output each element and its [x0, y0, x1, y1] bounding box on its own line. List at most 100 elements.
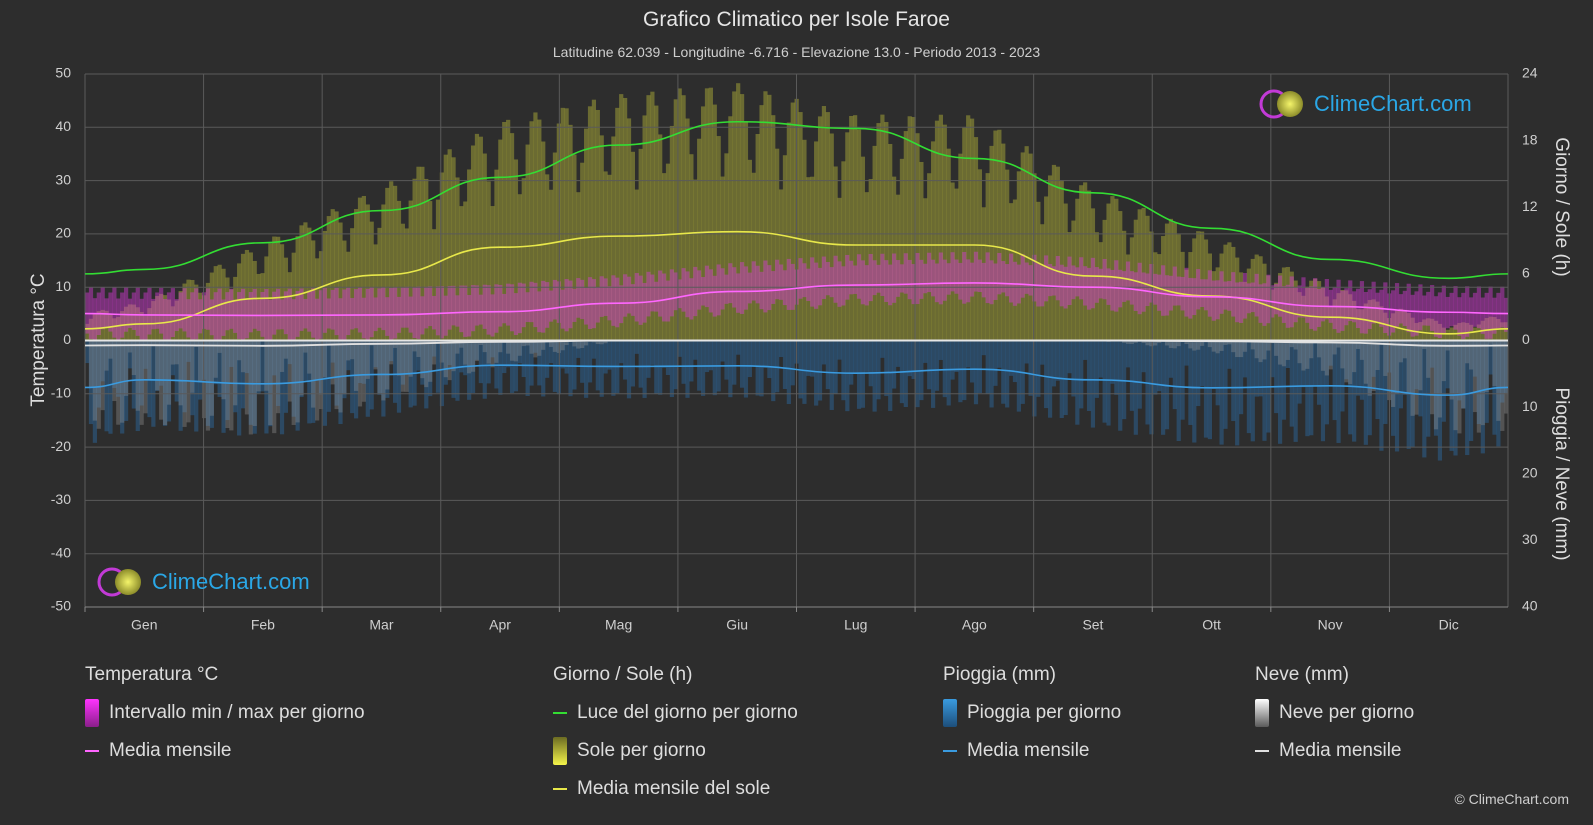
- snow-day-bar: [311, 340, 316, 408]
- snow-day-bar: [155, 340, 160, 391]
- sunshine-day-bar: [1184, 269, 1189, 341]
- sunshine-day-bar: [369, 221, 374, 341]
- temp-range-day-bar: [135, 287, 140, 336]
- sunshine-day-bar: [1297, 292, 1302, 341]
- sunshine-day-bar: [728, 116, 733, 341]
- rain-day-bar: [283, 340, 289, 413]
- sunshine-day-bar: [506, 119, 511, 341]
- snow-day-bar: [459, 340, 464, 348]
- temp-range-day-bar: [993, 263, 998, 300]
- rain-day-bar: [377, 340, 382, 395]
- temp-range-day-bar: [658, 270, 663, 317]
- sunshine-day-bar: [1316, 281, 1322, 341]
- sunshine-day-bar: [564, 108, 569, 341]
- rain-day-bar: [1137, 340, 1142, 409]
- logo-bottom[interactable]: ClimeChart.com: [96, 566, 310, 598]
- temp-range-day-bar: [1250, 282, 1255, 313]
- temp-range-day-bar: [190, 292, 195, 342]
- temp-range-day-bar: [1133, 272, 1138, 311]
- sunshine-day-bar: [1125, 254, 1131, 341]
- temp-range-day-bar: [1441, 285, 1446, 334]
- sunshine-day-bar: [747, 159, 752, 341]
- temp-range-day-bar: [1059, 264, 1064, 307]
- temp-range-day-bar: [739, 262, 745, 314]
- rain-day-bar: [1340, 340, 1345, 412]
- temp-range-day-bar: [1207, 270, 1213, 317]
- rain-day-bar: [155, 340, 160, 391]
- sunshine-day-bar: [1106, 203, 1111, 341]
- sunshine-day-bar: [810, 176, 815, 341]
- rain-day-bar: [541, 340, 546, 397]
- rain-day-bar: [989, 340, 994, 408]
- rain-day-bar: [837, 340, 842, 360]
- sunshine-day-bar: [1488, 316, 1493, 341]
- snow-day-bar: [365, 340, 370, 379]
- rain-day-bar: [1465, 340, 1470, 456]
- temp-range-day-bar: [209, 299, 214, 336]
- rain-day-bar: [1262, 340, 1267, 441]
- snow-day-bar: [92, 340, 97, 421]
- snow-day-bar: [541, 340, 546, 350]
- snow-day-bar: [1359, 340, 1365, 360]
- snow-day-bar: [217, 340, 222, 353]
- sunshine-day-bar: [646, 95, 651, 341]
- temp-range-day-bar: [973, 251, 979, 292]
- rain-day-bar: [264, 340, 269, 434]
- snow-day-bar: [108, 340, 113, 359]
- sunshine-day-bar: [977, 169, 982, 341]
- rain-day-bar: [802, 340, 807, 404]
- sunshine-day-bar: [969, 118, 975, 341]
- temp-range-day-bar: [116, 298, 121, 341]
- rain-day-bar: [1441, 340, 1446, 422]
- rain-day-bar: [1242, 340, 1248, 378]
- snow-day-bar: [521, 340, 526, 347]
- sunshine-day-bar: [233, 276, 238, 341]
- legend-item-rain: Pioggia per giorno: [943, 699, 1121, 727]
- sunshine-day-bar: [498, 139, 503, 341]
- snow-day-bar: [1153, 340, 1158, 346]
- rain-day-bar: [1028, 340, 1033, 396]
- sunshine-day-bar: [162, 295, 168, 341]
- temp-range-day-bar: [1005, 264, 1010, 297]
- rain-day-bar: [728, 340, 733, 398]
- rain-day-bar: [361, 340, 367, 384]
- rain-day-bar: [392, 340, 398, 403]
- rain-day-bar: [1398, 340, 1404, 409]
- rain-day-bar: [455, 340, 460, 401]
- rain-day-bar: [96, 340, 101, 408]
- logo-top[interactable]: ClimeChart.com: [1258, 88, 1472, 120]
- rain-day-bar: [1219, 340, 1224, 445]
- rain-day-bar: [611, 340, 616, 396]
- rain-day-bar: [1215, 340, 1220, 406]
- temp-range-day-bar: [1324, 279, 1329, 320]
- rain-day-bar: [100, 340, 105, 382]
- sunshine-day-bar: [798, 112, 803, 341]
- sunshine-day-bar: [868, 179, 873, 341]
- temp-range-day-bar: [1277, 275, 1283, 317]
- snow-day-bar: [127, 340, 133, 353]
- rain-day-bar: [1207, 340, 1213, 440]
- rain-day-bar: [311, 340, 316, 423]
- sunshine-day-bar: [1102, 219, 1107, 341]
- rain-day-bar: [502, 340, 507, 374]
- sunshine-day-bar: [1293, 280, 1298, 341]
- snow-day-bar: [1149, 340, 1154, 347]
- legend-item-snow-mean: Media mensile: [1255, 740, 1414, 762]
- sunshine-day-bar: [1277, 273, 1283, 341]
- sunshine-day-bar: [529, 121, 534, 341]
- sunshine-day-bar: [1079, 185, 1084, 341]
- rain-day-bar: [946, 340, 951, 406]
- temp-range-day-bar: [962, 252, 967, 304]
- sunshine-day-bar: [213, 266, 218, 341]
- rain-day-bar: [646, 340, 651, 378]
- sunshine-day-bar: [732, 91, 737, 341]
- sunshine-day-bar: [1344, 290, 1349, 341]
- rain-day-bar: [1258, 340, 1263, 397]
- y-left-tick-label: 20: [55, 225, 71, 241]
- temp-range-day-bar: [1313, 278, 1318, 331]
- snow-day-bar: [537, 340, 542, 356]
- snow-day-bar: [334, 340, 339, 410]
- legend-label: Sole per giorno: [577, 740, 706, 761]
- rain-day-bar: [190, 340, 195, 416]
- rain-day-bar: [521, 340, 526, 378]
